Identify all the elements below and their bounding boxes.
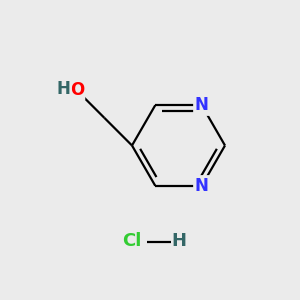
Text: O: O bbox=[70, 81, 84, 99]
Text: N: N bbox=[195, 177, 209, 195]
Text: H: H bbox=[56, 80, 70, 98]
Text: H: H bbox=[171, 232, 186, 250]
Text: Cl: Cl bbox=[122, 232, 142, 250]
Text: N: N bbox=[195, 96, 209, 114]
